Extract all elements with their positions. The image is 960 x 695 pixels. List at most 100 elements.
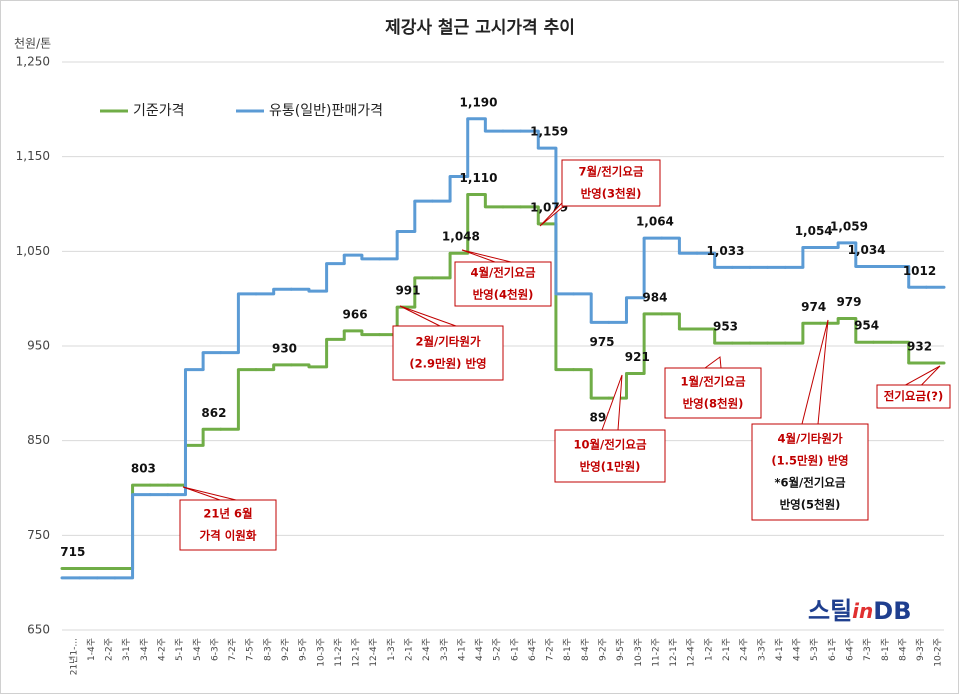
- callout-pointer: [182, 486, 237, 501]
- x-tick-label: 8-4주: [897, 638, 908, 661]
- x-tick-label: 4-1주: [456, 638, 467, 661]
- x-tick-label: 21년1-...: [68, 638, 79, 675]
- callout-pointer: [801, 319, 829, 425]
- x-tick-label: 12-1주: [351, 638, 362, 667]
- x-tick-label: 9-2주: [598, 638, 609, 661]
- callout-pointer: [399, 305, 457, 327]
- logo-part: 스틸: [808, 597, 852, 625]
- data-label: 954: [854, 319, 879, 333]
- x-tick-label: 1-2주: [703, 638, 714, 661]
- logo: 스틸inDB: [808, 597, 911, 625]
- data-label: 1,033: [707, 244, 745, 258]
- x-tick-label: 8-1주: [880, 638, 891, 661]
- x-tick-label: 12-4주: [686, 638, 697, 667]
- callout-box: [179, 499, 277, 551]
- y-tick-label: 750: [27, 528, 50, 542]
- logo-part: in: [852, 599, 873, 623]
- annotation-text: 7월/전기요금: [578, 165, 644, 179]
- callout-pointer: [461, 249, 512, 263]
- x-tick-label: 6-1주: [827, 638, 838, 661]
- data-label: 975: [589, 335, 614, 349]
- x-tick-label: 9-3주: [915, 638, 926, 661]
- annotation-text: 10월/전기요금: [573, 438, 647, 452]
- data-label: 1,159: [530, 125, 568, 139]
- x-tick-label: 4-4주: [474, 638, 485, 661]
- data-label: 953: [713, 320, 738, 334]
- annotation-text: 가격 이원화: [200, 529, 257, 543]
- annotation-text: 4월/기타원가: [777, 432, 843, 446]
- x-tick-label: 4-4주: [792, 638, 803, 661]
- data-label: 1012: [903, 264, 936, 278]
- annotation-note: *6월/전기요금: [774, 476, 846, 490]
- x-tick-label: 12-4주: [368, 638, 379, 667]
- callout-box: [554, 429, 666, 483]
- data-label: 803: [131, 462, 156, 476]
- x-tick-label: 6-4주: [527, 638, 538, 661]
- data-label: 1,054: [795, 224, 833, 238]
- data-label: 862: [201, 406, 226, 420]
- callout-box: [876, 384, 951, 409]
- x-tick-label: 5-3주: [809, 638, 820, 661]
- data-label: 1,110: [460, 171, 498, 185]
- y-tick-label: 950: [27, 339, 50, 353]
- chart-title: 제강사 철근 고시가격 추이: [385, 18, 575, 38]
- x-tick-label: 7-3주: [862, 638, 873, 661]
- data-label: 1,059: [830, 219, 868, 233]
- x-tick-label: 6-3주: [209, 638, 220, 661]
- callout-box: [454, 261, 552, 307]
- x-tick-label: 4-2주: [157, 638, 168, 661]
- data-label: 979: [836, 295, 861, 309]
- x-tick-label: 7-5주: [245, 638, 256, 661]
- x-tick-label: 2-1주: [721, 638, 732, 661]
- y-tick-label: 1,050: [16, 244, 50, 258]
- y-tick-label: 1,250: [16, 55, 50, 69]
- x-tick-label: 8-4주: [580, 638, 591, 661]
- data-label: 930: [272, 341, 297, 355]
- data-label: 1,190: [460, 95, 498, 109]
- x-tick-label: 3-3주: [439, 638, 450, 661]
- x-tick-label: 8-3주: [262, 638, 273, 661]
- y-tick-label: 850: [27, 433, 50, 447]
- series-line: [60, 117, 946, 580]
- annotation-text: 2월/기타원가: [415, 335, 481, 349]
- x-tick-label: 3-4주: [139, 638, 150, 661]
- x-tick-label: 2-1주: [403, 638, 414, 661]
- annotation-text: 21년 6월: [203, 507, 252, 521]
- y-tick-label: 650: [27, 623, 50, 637]
- x-tick-label: 1-4주: [86, 638, 97, 661]
- x-tick-label: 12-1주: [668, 638, 679, 667]
- data-label: 921: [625, 350, 650, 364]
- callout-box: [561, 159, 661, 207]
- annotation-text: 반영(1만원): [580, 460, 641, 474]
- data-label: 991: [395, 284, 420, 298]
- callout-pointer: [905, 365, 941, 386]
- x-tick-label: 11-2주: [333, 638, 344, 667]
- annotation-text: 반영(4천원): [473, 288, 534, 302]
- annotation: 전기요금(?): [876, 365, 951, 409]
- data-label: 966: [343, 307, 368, 321]
- callout-pointer: [601, 374, 623, 431]
- x-tick-label: 5-4주: [192, 638, 203, 661]
- x-tick-label: 6-1주: [509, 638, 520, 661]
- x-tick-label: 10-3주: [633, 638, 644, 667]
- callout-box: [751, 423, 869, 521]
- legend-label: 유통(일반)판매가격: [269, 103, 383, 119]
- annotation-text: 4월/전기요금: [470, 266, 536, 280]
- y-unit: 천원/톤: [14, 36, 51, 51]
- annotation-text: 반영(3천원): [581, 187, 642, 201]
- x-tick-label: 1-3주: [386, 638, 397, 661]
- x-tick-label: 6-4주: [844, 638, 855, 661]
- data-label: 1,064: [636, 215, 674, 229]
- data-label: 1,034: [848, 243, 886, 257]
- annotation-text: 반영(8천원): [683, 397, 744, 411]
- x-tick-label: 8-1주: [562, 638, 573, 661]
- x-tick-label: 3-1주: [121, 638, 132, 661]
- annotation: 2월/기타원가 (2.9만원) 반영: [392, 305, 504, 381]
- x-tick-label: 2-4주: [421, 638, 432, 661]
- callout-pointer: [704, 356, 722, 369]
